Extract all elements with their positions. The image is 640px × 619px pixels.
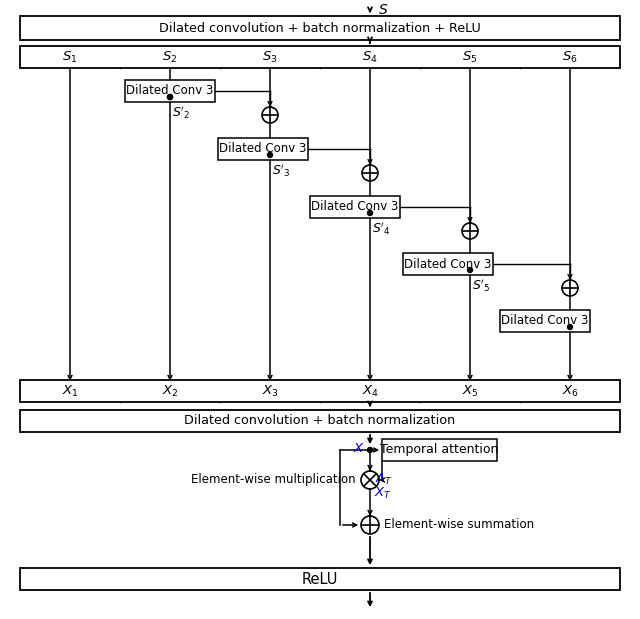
Text: Dilated Conv 3: Dilated Conv 3 [404, 258, 492, 271]
Text: $S_2$: $S_2$ [163, 50, 178, 64]
Text: $S'_5$: $S'_5$ [472, 278, 490, 294]
Text: Dilated Conv 3: Dilated Conv 3 [311, 201, 399, 214]
Text: $S_3$: $S_3$ [262, 50, 278, 64]
Text: Dilated convolution + batch normalization: Dilated convolution + batch normalizatio… [184, 415, 456, 428]
Text: Temporal attention: Temporal attention [380, 443, 499, 456]
Text: $X_4$: $X_4$ [362, 383, 378, 399]
Text: Dilated Conv 3: Dilated Conv 3 [501, 314, 589, 327]
Text: $S_4$: $S_4$ [362, 50, 378, 64]
Circle shape [568, 324, 573, 329]
Bar [500, 310, 590, 332]
Text: $X_1$: $X_1$ [61, 383, 78, 399]
Text: Element-wise multiplication: Element-wise multiplication [191, 474, 356, 487]
Bar [20, 46, 620, 68]
Text: $X_6$: $X_6$ [561, 383, 579, 399]
Text: $A_T$: $A_T$ [375, 472, 393, 487]
Text: $S'_3$: $S'_3$ [272, 163, 291, 180]
Text: ReLU: ReLU [302, 571, 338, 586]
Text: $S'_2$: $S'_2$ [172, 105, 190, 121]
Bar [20, 16, 620, 40]
Text: $S_5$: $S_5$ [462, 50, 477, 64]
Circle shape [268, 152, 273, 157]
Text: Dilated Conv 3: Dilated Conv 3 [126, 85, 214, 98]
Text: $X_2$: $X_2$ [162, 383, 179, 399]
Text: $S'_4$: $S'_4$ [372, 221, 390, 237]
Bar [218, 138, 308, 160]
Text: $X_3$: $X_3$ [262, 383, 278, 399]
Text: $X_5$: $X_5$ [461, 383, 478, 399]
Bar [382, 439, 497, 461]
Circle shape [367, 448, 372, 452]
Circle shape [168, 95, 173, 100]
Text: Element-wise summation: Element-wise summation [384, 519, 534, 532]
Text: $X_T$: $X_T$ [374, 485, 392, 501]
Bar [125, 80, 215, 102]
Circle shape [367, 210, 372, 215]
Text: Dilated Conv 3: Dilated Conv 3 [220, 142, 307, 155]
Circle shape [168, 95, 173, 100]
Text: $X$: $X$ [353, 443, 365, 456]
Bar [403, 253, 493, 275]
Bar [20, 380, 620, 402]
Text: $S_1$: $S_1$ [62, 50, 77, 64]
Text: $S$: $S$ [378, 3, 388, 17]
Bar [20, 410, 620, 432]
Circle shape [467, 267, 472, 272]
Bar [20, 568, 620, 590]
Bar [310, 196, 400, 218]
Text: $S_6$: $S_6$ [562, 50, 578, 64]
Text: Dilated convolution + batch normalization + ReLU: Dilated convolution + batch normalizatio… [159, 22, 481, 35]
